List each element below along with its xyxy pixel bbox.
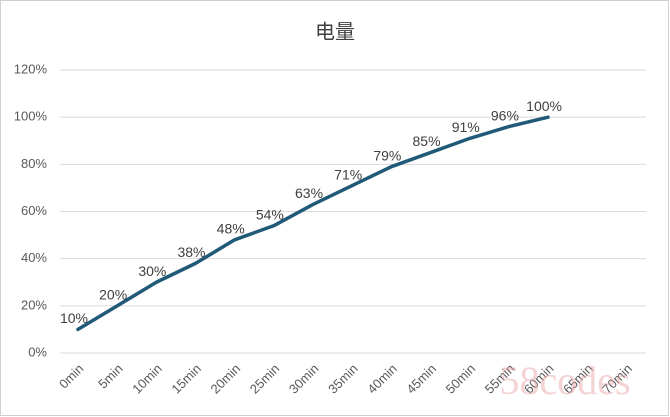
data-label: 10% [60,310,88,326]
line [76,115,550,332]
data-label: 38% [177,244,205,260]
data-label: 96% [491,107,519,123]
data-label: 30% [138,263,166,279]
watermark: 58codes [499,358,630,403]
y-tick-label: 40% [21,250,47,265]
data-label: 100% [526,98,562,114]
data-label: 48% [217,221,245,237]
y-tick-label: 0% [28,344,47,359]
data-label: 63% [295,185,323,201]
y-tick-label: 60% [21,203,47,218]
data-label: 79% [373,147,401,163]
y-tick-label: 20% [21,297,47,312]
y-tick-label: 120% [14,61,48,76]
data-label: 54% [256,206,284,222]
data-label: 71% [334,166,362,182]
data-label: 91% [452,119,480,135]
data-label: 20% [99,287,127,303]
y-tick-label: 100% [14,109,48,124]
data-label: 85% [413,133,441,149]
y-tick-label: 80% [21,156,47,171]
chart-title: 电量 [315,20,355,43]
